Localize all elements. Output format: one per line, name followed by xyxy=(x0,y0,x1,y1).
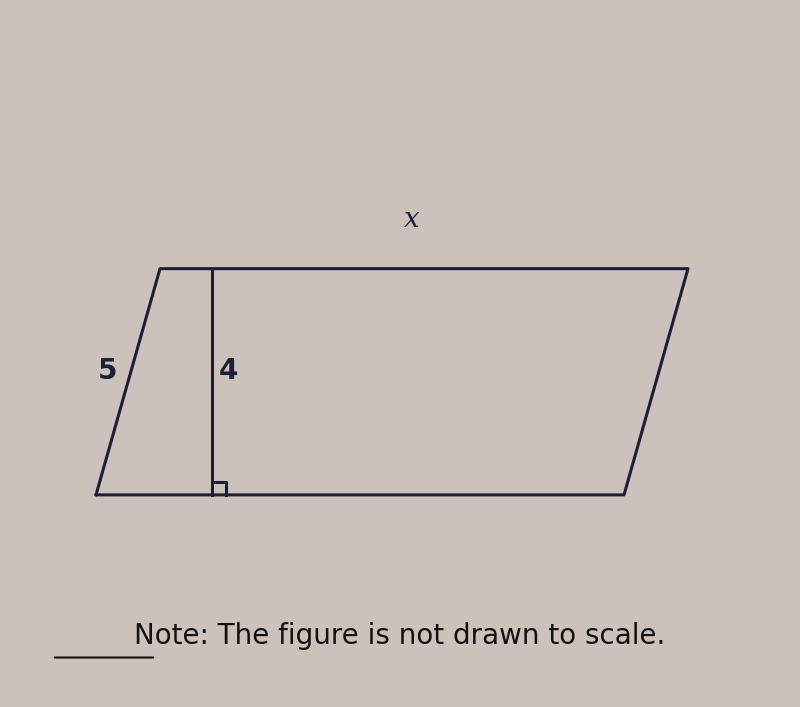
Text: x: x xyxy=(404,206,420,233)
Text: 5: 5 xyxy=(98,357,118,385)
Text: 4: 4 xyxy=(218,357,238,385)
Text: Note: The figure is not drawn to scale.: Note: The figure is not drawn to scale. xyxy=(134,622,666,650)
